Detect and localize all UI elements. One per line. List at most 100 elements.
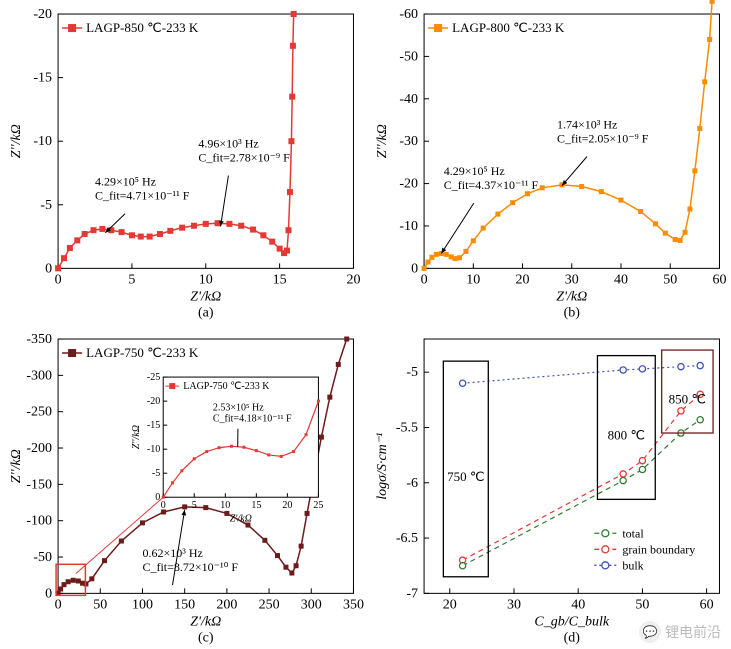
svg-text:0: 0 <box>45 586 52 601</box>
svg-text:0: 0 <box>55 597 62 612</box>
svg-text:1.74×10³ Hz: 1.74×10³ Hz <box>557 117 617 131</box>
svg-text:-5: -5 <box>406 365 418 380</box>
svg-text:100: 100 <box>132 597 153 612</box>
svg-text:(b): (b) <box>563 305 580 320</box>
svg-text:-10: -10 <box>33 134 52 149</box>
panel-b: 01020304050600-10-20-30-40-50-60Z'/kΩZ''… <box>366 0 731 325</box>
svg-text:40: 40 <box>571 597 585 612</box>
svg-text:4.96×10³ Hz: 4.96×10³ Hz <box>198 137 258 151</box>
svg-text:C_fit=2.78×10⁻⁹ F: C_fit=2.78×10⁻⁹ F <box>198 151 290 165</box>
svg-text:5: 5 <box>192 500 197 511</box>
svg-text:250: 250 <box>259 597 280 612</box>
svg-text:LAGP-850 ℃-233 K: LAGP-850 ℃-233 K <box>86 20 199 35</box>
svg-text:-300: -300 <box>26 368 52 383</box>
svg-text:20: 20 <box>346 272 360 287</box>
svg-text:10: 10 <box>199 272 213 287</box>
svg-text:60: 60 <box>699 597 713 612</box>
svg-text:200: 200 <box>216 597 237 612</box>
svg-text:-10: -10 <box>399 219 418 234</box>
svg-text:-100: -100 <box>26 513 52 528</box>
svg-text:-5.5: -5.5 <box>395 420 417 435</box>
svg-text:50: 50 <box>93 597 107 612</box>
svg-text:-20: -20 <box>147 396 160 407</box>
svg-text:-5: -5 <box>152 468 160 479</box>
svg-text:40: 40 <box>614 272 628 287</box>
svg-text:-6.5: -6.5 <box>395 531 417 546</box>
svg-text:-25: -25 <box>147 372 160 383</box>
svg-text:0: 0 <box>45 261 52 276</box>
svg-text:total: total <box>622 526 644 540</box>
svg-text:Z''/kΩ: Z''/kΩ <box>131 425 142 449</box>
svg-text:LAGP-750 ℃-233 K: LAGP-750 ℃-233 K <box>86 345 199 360</box>
svg-text:-20: -20 <box>399 177 418 192</box>
svg-text:-15: -15 <box>33 71 52 86</box>
svg-text:Z''/kΩ: Z''/kΩ <box>9 449 24 483</box>
svg-text:-30: -30 <box>399 134 418 149</box>
svg-text:grain boundary: grain boundary <box>622 542 695 556</box>
svg-text:15: 15 <box>251 500 261 511</box>
svg-text:300: 300 <box>301 597 322 612</box>
svg-text:-50: -50 <box>399 49 418 64</box>
svg-text:-250: -250 <box>26 404 52 419</box>
svg-text:-40: -40 <box>399 92 418 107</box>
svg-text:(a): (a) <box>198 305 214 320</box>
svg-text:(d): (d) <box>563 630 580 645</box>
svg-text:-150: -150 <box>26 477 52 492</box>
svg-text:10: 10 <box>466 272 480 287</box>
svg-text:20: 20 <box>442 597 456 612</box>
svg-text:C_fit=8.72×10⁻¹⁰ F: C_fit=8.72×10⁻¹⁰ F <box>142 560 238 574</box>
svg-text:-15: -15 <box>147 420 160 431</box>
svg-text:C_fit=4.71×10⁻¹¹ F: C_fit=4.71×10⁻¹¹ F <box>95 189 190 203</box>
svg-text:-50: -50 <box>33 550 52 565</box>
svg-text:850 ℃: 850 ℃ <box>668 391 705 406</box>
svg-text:Z'/kΩ: Z'/kΩ <box>556 289 587 304</box>
svg-text:50: 50 <box>635 597 649 612</box>
svg-text:800 ℃: 800 ℃ <box>607 427 644 442</box>
svg-text:Z''/kΩ: Z''/kΩ <box>9 124 24 158</box>
svg-text:20: 20 <box>282 500 292 511</box>
chat-icon: 💬 <box>639 621 661 643</box>
svg-text:5: 5 <box>128 272 135 287</box>
svg-text:-350: -350 <box>26 332 52 347</box>
svg-text:4.29×10⁵ Hz: 4.29×10⁵ Hz <box>443 164 504 178</box>
svg-text:-20: -20 <box>33 7 52 22</box>
figure-grid: 051015200-5-10-15-20Z'/kΩZ''/kΩ(a)4.29×1… <box>0 0 731 649</box>
svg-text:0: 0 <box>420 272 427 287</box>
svg-text:0.62×10³ Hz: 0.62×10³ Hz <box>142 546 202 560</box>
svg-text:C_fit=4.37×10⁻¹¹ F: C_fit=4.37×10⁻¹¹ F <box>443 178 538 192</box>
svg-text:15: 15 <box>273 272 287 287</box>
svg-text:Z''/kΩ: Z''/kΩ <box>375 124 390 158</box>
svg-text:150: 150 <box>174 597 195 612</box>
panel-a: 051015200-5-10-15-20Z'/kΩZ''/kΩ(a)4.29×1… <box>0 0 366 325</box>
svg-text:LAGP-750 ℃-233 K: LAGP-750 ℃-233 K <box>183 381 270 392</box>
svg-text:30: 30 <box>506 597 520 612</box>
watermark-text: 锂电前沿 <box>665 622 721 642</box>
svg-text:60: 60 <box>712 272 726 287</box>
svg-text:4.29×10⁵ Hz: 4.29×10⁵ Hz <box>95 175 156 189</box>
svg-text:-10: -10 <box>147 444 160 455</box>
svg-text:-6: -6 <box>406 475 418 490</box>
svg-text:(c): (c) <box>198 630 214 645</box>
svg-text:bulk: bulk <box>622 558 643 572</box>
svg-text:Z'/kΩ: Z'/kΩ <box>190 289 221 304</box>
svg-text:350: 350 <box>343 597 364 612</box>
svg-text:Z'/kΩ: Z'/kΩ <box>230 513 252 524</box>
svg-text:LAGP-800 ℃-233 K: LAGP-800 ℃-233 K <box>452 20 565 35</box>
svg-text:50: 50 <box>663 272 677 287</box>
svg-text:10: 10 <box>220 500 230 511</box>
svg-text:C_fit=4.18×10⁻¹¹ F: C_fit=4.18×10⁻¹¹ F <box>213 413 292 424</box>
svg-text:Z'/kΩ: Z'/kΩ <box>190 614 221 629</box>
svg-text:logσ/S·cm⁻¹: logσ/S·cm⁻¹ <box>375 432 390 499</box>
svg-text:25: 25 <box>313 500 323 511</box>
svg-text:0: 0 <box>161 500 166 511</box>
watermark: 💬 锂电前沿 <box>639 621 721 643</box>
panel-c: 0501001502002503003500-50-100-150-200-25… <box>0 325 366 649</box>
svg-text:-200: -200 <box>26 441 52 456</box>
svg-text:C_fit=2.05×10⁻⁹ F: C_fit=2.05×10⁻⁹ F <box>557 131 649 145</box>
panel-d: 20 30 40 50 60 -7 -6.5 -6 -5.5 -5 C_gb/C_bulk logσ/… <box>366 325 731 649</box>
svg-text:-5: -5 <box>40 198 52 213</box>
svg-text:C_gb/C_bulk: C_gb/C_bulk <box>534 614 609 629</box>
svg-text:-7: -7 <box>406 586 418 601</box>
svg-text:20: 20 <box>515 272 529 287</box>
svg-text:750 ℃: 750 ℃ <box>447 468 484 483</box>
